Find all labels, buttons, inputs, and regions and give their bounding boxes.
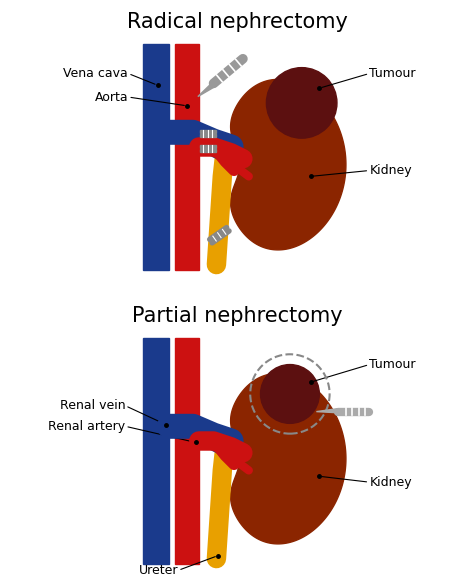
Polygon shape	[198, 82, 216, 96]
Text: Aorta: Aorta	[95, 91, 128, 103]
Circle shape	[266, 68, 337, 138]
Text: Partial nephrectomy: Partial nephrectomy	[132, 306, 342, 326]
Circle shape	[261, 365, 319, 423]
Text: Radical nephrectomy: Radical nephrectomy	[127, 12, 347, 32]
Text: Renal vein: Renal vein	[60, 399, 125, 412]
Polygon shape	[231, 79, 346, 250]
Text: Renal artery: Renal artery	[48, 420, 125, 433]
Bar	[143, 338, 169, 564]
Polygon shape	[316, 409, 337, 413]
Bar	[143, 44, 169, 270]
Bar	[200, 134, 216, 137]
Bar	[200, 145, 216, 148]
Text: Tumour: Tumour	[369, 67, 416, 80]
Bar	[175, 44, 199, 270]
Text: Vena cava: Vena cava	[64, 67, 128, 80]
Text: Kidney: Kidney	[369, 476, 412, 489]
Bar	[175, 338, 199, 564]
Bar	[200, 131, 216, 133]
Bar	[200, 149, 216, 152]
Text: Kidney: Kidney	[369, 164, 412, 177]
Text: Tumour: Tumour	[369, 358, 416, 371]
Text: Ureter: Ureter	[139, 564, 178, 577]
Polygon shape	[231, 373, 346, 544]
